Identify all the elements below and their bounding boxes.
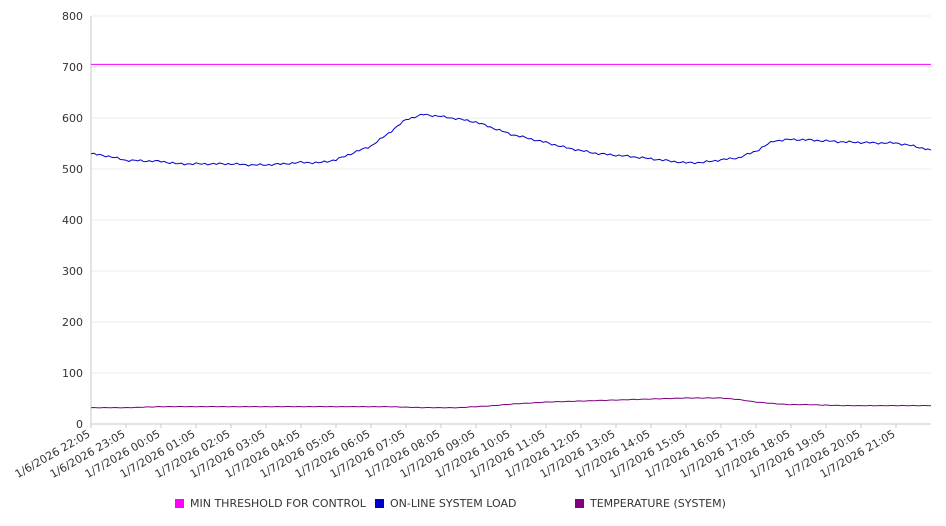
y-tick-label: 100 bbox=[62, 367, 83, 380]
x-tick-labels: 1/6/2026 22:051/6/2026 23:051/7/2026 00:… bbox=[13, 427, 898, 481]
grid-lines bbox=[91, 15, 931, 374]
legend-item-temperature: TEMPERATURE (SYSTEM) bbox=[575, 497, 726, 510]
legend-item-min-threshold: MIN THRESHOLD FOR CONTROL bbox=[175, 497, 366, 510]
legend-label-system-load: ON-LINE SYSTEM LOAD bbox=[390, 497, 517, 510]
series-lines bbox=[90, 63, 932, 409]
legend-swatch-blue bbox=[375, 499, 384, 508]
y-tick-label: 0 bbox=[76, 418, 83, 431]
y-tick-label: 800 bbox=[62, 10, 83, 23]
y-tick-label: 200 bbox=[62, 316, 83, 329]
y-tick-label: 700 bbox=[62, 61, 83, 74]
legend-swatch-magenta bbox=[175, 499, 184, 508]
series-line-2 bbox=[90, 397, 932, 409]
legend-label-min-threshold: MIN THRESHOLD FOR CONTROL bbox=[190, 497, 366, 510]
legend-label-temperature: TEMPERATURE (SYSTEM) bbox=[590, 497, 726, 510]
y-tick-label: 600 bbox=[62, 112, 83, 125]
y-tick-labels: 0 100 200 300 400 500 600 700 800 bbox=[62, 10, 83, 431]
series-line-1 bbox=[90, 113, 932, 167]
line-chart: 0 100 200 300 400 500 600 700 800 1/6/2026 22:05… bbox=[13, 10, 932, 481]
y-tick-label: 300 bbox=[62, 265, 83, 278]
legend-swatch-purple bbox=[575, 499, 584, 508]
y-tick-label: 500 bbox=[62, 163, 83, 176]
axes bbox=[90, 16, 931, 428]
legend-item-system-load: ON-LINE SYSTEM LOAD bbox=[375, 497, 516, 510]
y-tick-label: 400 bbox=[62, 214, 83, 227]
legend: MIN THRESHOLD FOR CONTROL ON-LINE SYSTEM… bbox=[0, 497, 946, 515]
